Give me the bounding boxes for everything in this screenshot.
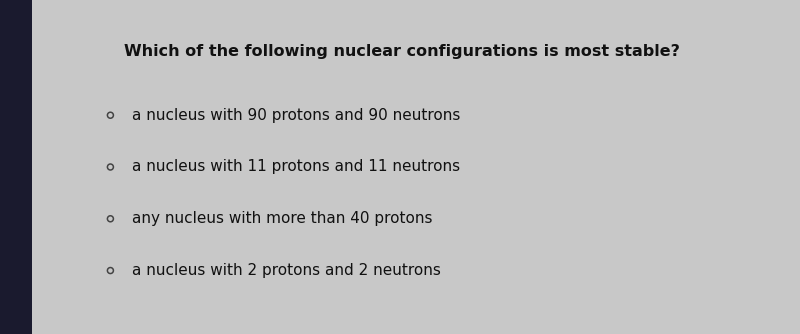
- Text: any nucleus with more than 40 protons: any nucleus with more than 40 protons: [132, 211, 433, 226]
- Text: a nucleus with 2 protons and 2 neutrons: a nucleus with 2 protons and 2 neutrons: [132, 263, 441, 278]
- Bar: [0, 0, 32, 334]
- Text: a nucleus with 90 protons and 90 neutrons: a nucleus with 90 protons and 90 neutron…: [132, 108, 460, 123]
- Text: a nucleus with 11 protons and 11 neutrons: a nucleus with 11 protons and 11 neutron…: [132, 160, 460, 174]
- Text: Which of the following nuclear configurations is most stable?: Which of the following nuclear configura…: [124, 44, 680, 59]
